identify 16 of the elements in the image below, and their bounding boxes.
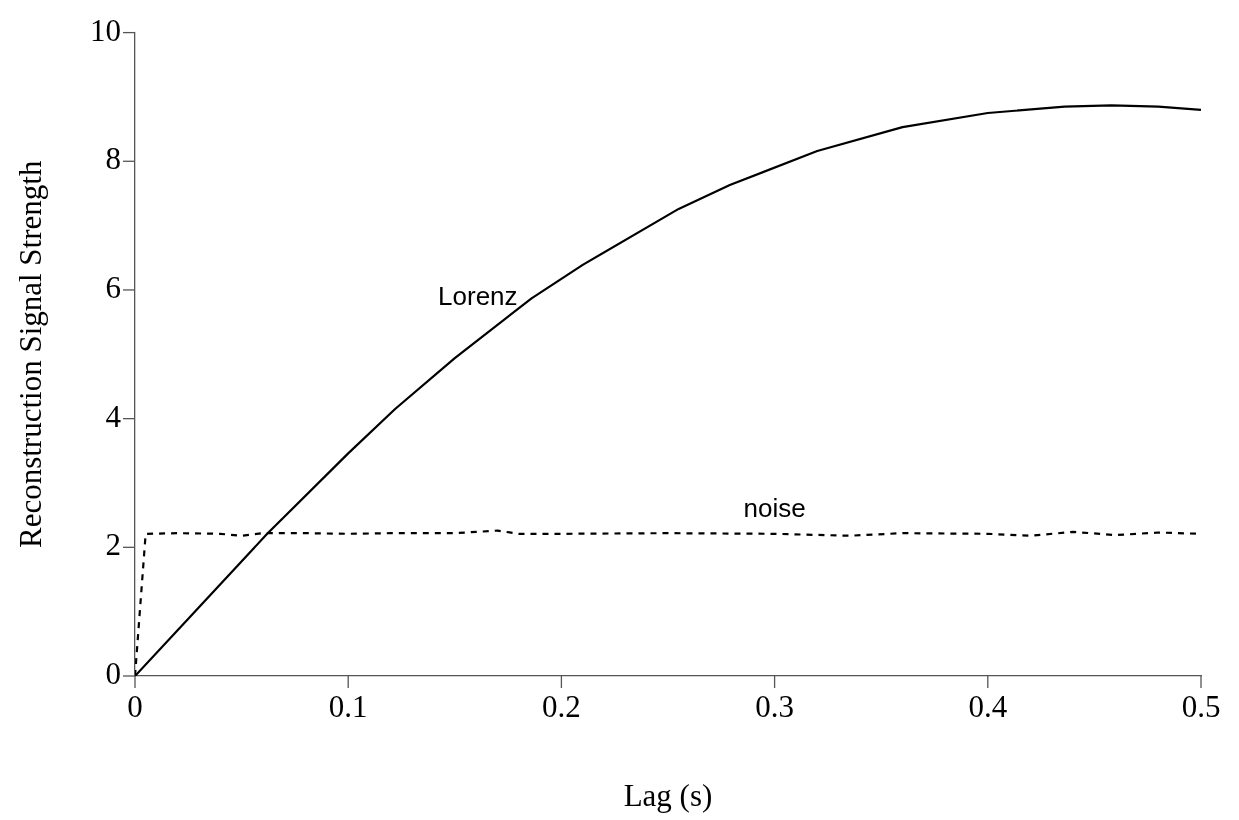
series-label: Lorenz — [438, 281, 518, 312]
y-tick-label: 10 — [90, 12, 121, 48]
series-label: noise — [743, 492, 806, 523]
y-tick-label: 4 — [105, 398, 122, 434]
y-axis-title: Reconstruction Signal Strength — [12, 160, 48, 549]
y-tick-label: 6 — [105, 270, 121, 306]
y-tick-label: 8 — [105, 141, 121, 177]
x-tick-label: 0 — [127, 688, 143, 724]
y-tick-label: 0 — [105, 656, 121, 692]
x-axis-title: Lag (s) — [623, 777, 713, 813]
y-tick-label: 2 — [105, 527, 121, 563]
x-tick-label: 0.2 — [542, 688, 581, 724]
x-tick-label: 0.3 — [755, 688, 794, 724]
x-tick-label: 0.5 — [1181, 688, 1221, 724]
x-tick-label: 0.4 — [968, 688, 1008, 724]
x-tick-label: 0.1 — [328, 688, 368, 724]
